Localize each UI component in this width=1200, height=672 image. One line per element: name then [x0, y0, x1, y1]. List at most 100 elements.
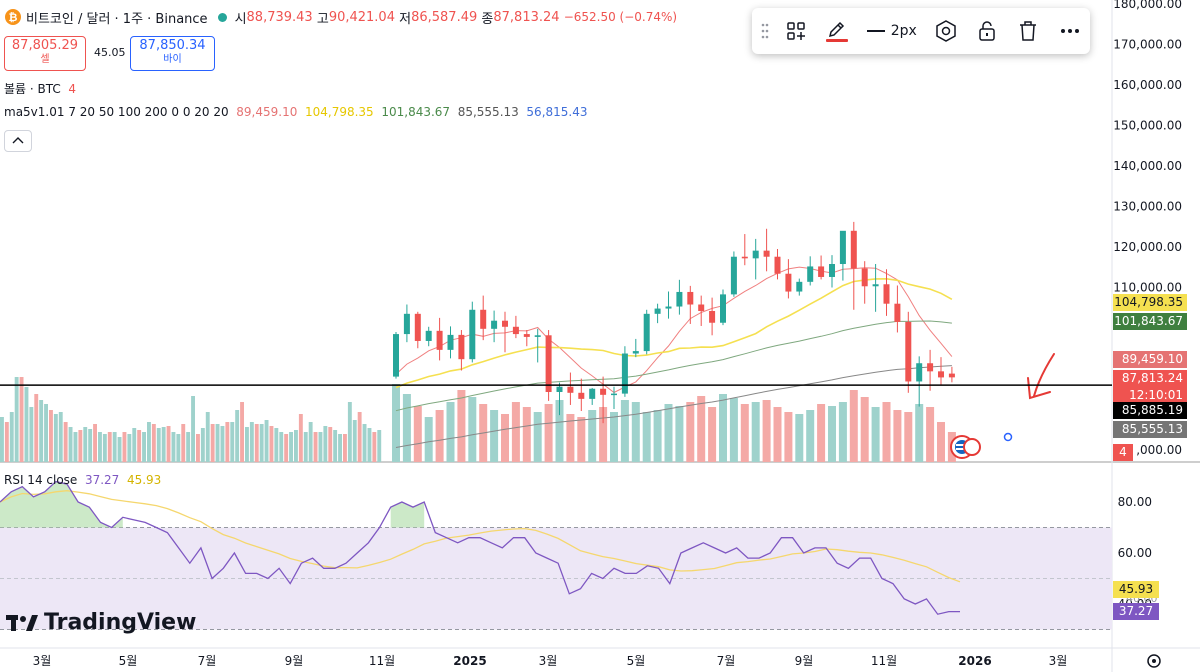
candle-body[interactable]	[687, 291, 694, 305]
rsi-tag: 37.27	[1113, 603, 1159, 620]
volume-bar	[501, 414, 509, 462]
candle-body[interactable]	[567, 386, 574, 393]
candle-body[interactable]	[469, 309, 476, 360]
pencil-icon[interactable]	[821, 14, 854, 48]
candle-body[interactable]	[752, 250, 759, 259]
candle-body[interactable]	[480, 309, 487, 329]
ma-legend[interactable]: ma5v1.01 7 20 50 100 200 0 0 20 20 89,45…	[4, 105, 588, 119]
candle-body[interactable]	[883, 284, 890, 304]
volume-bar	[686, 402, 695, 462]
candle-body[interactable]	[502, 320, 508, 327]
candle-body[interactable]	[829, 264, 835, 277]
us-event-flag-icon[interactable]	[950, 435, 981, 459]
candle-body[interactable]	[643, 313, 650, 352]
candle-body[interactable]	[763, 250, 770, 257]
candle-body[interactable]	[611, 393, 617, 396]
candle-body[interactable]	[545, 335, 552, 392]
volume-bar	[664, 404, 673, 462]
collapse-legend-button[interactable]	[4, 130, 32, 152]
gear-inner	[1152, 659, 1156, 663]
candle-body[interactable]	[927, 363, 934, 372]
candle-body[interactable]	[709, 310, 716, 323]
group-icon[interactable]	[780, 14, 813, 48]
more-icon[interactable]	[1053, 14, 1086, 48]
candle-body[interactable]	[741, 256, 748, 259]
drag-handle-icon[interactable]	[758, 14, 772, 48]
candle-body[interactable]	[403, 313, 410, 335]
candle-body[interactable]	[894, 303, 901, 322]
trash-icon[interactable]	[1012, 14, 1045, 48]
candle-body[interactable]	[916, 363, 923, 382]
candle-body[interactable]	[872, 284, 879, 287]
candle-body[interactable]	[589, 388, 596, 399]
candle-body[interactable]	[632, 351, 639, 354]
volume-bar	[751, 402, 760, 462]
candle-body[interactable]	[730, 256, 737, 295]
price-axis[interactable]: 180,000.00 170,000.00 160,000.00 150,000.00…	[1113, 0, 1182, 457]
candle-body[interactable]	[512, 326, 519, 335]
time-axis-settings-icon[interactable]	[1147, 654, 1161, 668]
candle-body[interactable]	[556, 386, 563, 392]
volume-bar	[490, 410, 499, 462]
candle-body[interactable]	[720, 294, 726, 323]
candle-body[interactable]	[818, 266, 825, 277]
candle-body[interactable]	[414, 313, 421, 341]
candle-body[interactable]	[850, 230, 857, 269]
volume-bar	[298, 414, 303, 462]
drawing-annotations[interactable]	[0, 353, 1112, 459]
candle-body[interactable]	[425, 330, 432, 341]
candle-body[interactable]	[948, 373, 955, 378]
candle-body[interactable]	[807, 266, 814, 282]
volume-bar	[318, 432, 323, 462]
candle-body[interactable]	[665, 306, 672, 309]
sell-button[interactable]: 87,805.29 셀	[4, 36, 86, 71]
candle-body[interactable]	[534, 335, 541, 337]
drawing-toolbar[interactable]: 2px	[752, 8, 1090, 54]
candle-body[interactable]	[600, 388, 607, 395]
volume-bar	[468, 397, 477, 462]
candle-body[interactable]	[785, 273, 792, 292]
rsi-tick-label: 80.00	[1118, 495, 1152, 509]
tradingview-logo[interactable]: TradingView	[6, 610, 196, 635]
volume-bar	[166, 426, 171, 462]
candle-body[interactable]	[796, 281, 803, 292]
candle-body[interactable]	[447, 334, 454, 350]
candle-body[interactable]	[621, 353, 628, 394]
buy-button[interactable]: 87,850.34 바이	[130, 36, 215, 71]
rsi-legend[interactable]: RSI 14 close 37.27 45.93	[4, 473, 161, 487]
volume-bar	[73, 432, 78, 462]
candle-body[interactable]	[861, 268, 868, 287]
volume-legend[interactable]: 볼륨 · BTC 4	[4, 80, 76, 97]
candles[interactable]	[393, 221, 955, 424]
line-width-button[interactable]: 2px	[862, 14, 922, 48]
candle-body[interactable]	[578, 392, 585, 399]
candle-body[interactable]	[523, 334, 530, 337]
candle-body[interactable]	[938, 371, 944, 378]
volume-bar	[849, 390, 858, 462]
candle-body[interactable]	[774, 256, 781, 274]
candle-body[interactable]	[839, 230, 846, 265]
candle-body[interactable]	[393, 334, 399, 377]
volume-bar	[588, 410, 597, 462]
time-axis[interactable]: 3월 5월 7월 9월 11월 2025 3월 5월 7월 9월 11월 2026 3월	[33, 654, 1161, 668]
lock-icon[interactable]	[971, 14, 1004, 48]
candle-body[interactable]	[905, 321, 912, 382]
candle-body[interactable]	[698, 304, 705, 311]
volume-bar	[871, 407, 880, 462]
volume-bar	[215, 424, 220, 462]
volume-bar	[240, 402, 244, 462]
rsi-line[interactable]	[0, 480, 960, 615]
candle-body[interactable]	[458, 334, 465, 360]
candle-body[interactable]	[491, 320, 498, 329]
candle-body[interactable]	[436, 330, 443, 350]
volume-legend-label: 볼륨 · BTC	[4, 82, 61, 96]
symbol-title[interactable]: 비트코인 / 달러 · 1주 · Binance	[26, 11, 208, 27]
candle-body[interactable]	[654, 308, 661, 314]
tradingview-logo-text: TradingView	[44, 610, 197, 635]
drawing-anchor[interactable]	[1003, 432, 1013, 442]
candle-countdown: 12:10:01	[1129, 388, 1183, 402]
settings-hexagon-icon[interactable]	[930, 14, 963, 48]
candle-body[interactable]	[676, 291, 683, 307]
